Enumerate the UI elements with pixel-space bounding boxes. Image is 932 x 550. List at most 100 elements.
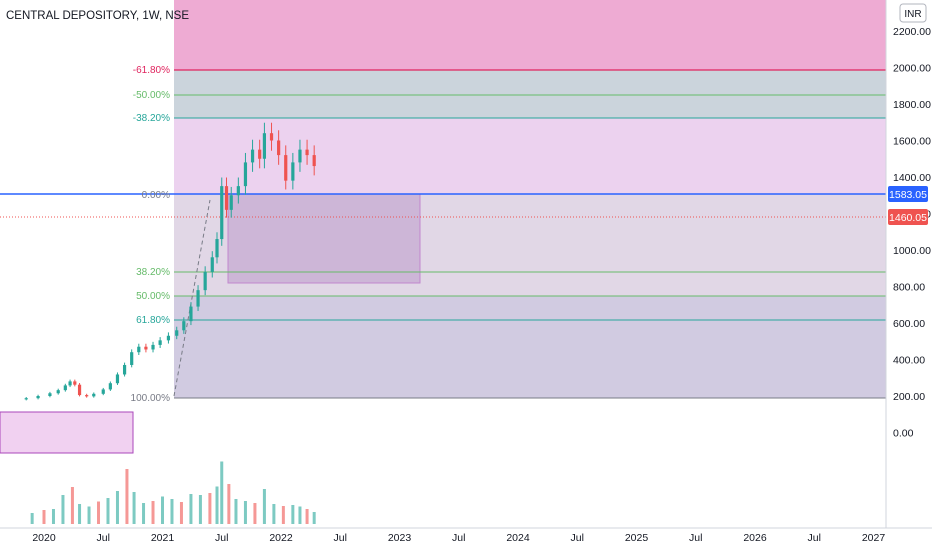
price-tick-label: 400.00 — [893, 355, 925, 367]
candle-body — [108, 383, 112, 390]
volume-bar — [272, 504, 276, 524]
candle-body — [298, 149, 302, 163]
candle-body — [203, 271, 207, 291]
volume-bar — [51, 509, 55, 524]
last-price-tag-box — [888, 209, 928, 225]
volume-bar — [253, 503, 257, 524]
time-tick-label: Jul — [808, 532, 821, 544]
volume-bars — [30, 461, 316, 524]
candle-body — [85, 395, 89, 397]
volume-bar — [161, 496, 164, 524]
time-tick-label: Jul — [215, 532, 228, 544]
volume-bar — [208, 493, 212, 524]
volume-bar — [115, 491, 119, 524]
volume-bar — [42, 510, 46, 524]
candle-body — [236, 186, 240, 196]
time-tick-label: Jul — [571, 532, 584, 544]
time-tick-label: 2021 — [151, 532, 175, 544]
candle-body — [56, 390, 60, 394]
time-tick-label: 2027 — [862, 532, 886, 544]
time-tick-label: 2023 — [388, 532, 412, 544]
candle-body — [262, 133, 267, 159]
candle-body — [144, 346, 148, 350]
candle-body — [312, 155, 316, 167]
candle-body — [224, 186, 229, 210]
last-price-value: 1460.05 — [889, 212, 927, 224]
volume-bar — [312, 512, 316, 524]
extension-zone-mid — [174, 70, 886, 118]
volume-bar — [220, 461, 224, 524]
time-tick-label: Jul — [97, 532, 110, 544]
candle-body — [258, 149, 262, 159]
candle-body — [291, 162, 295, 181]
candle-body — [63, 385, 67, 391]
candle-body — [36, 396, 40, 399]
candle-body — [101, 389, 105, 394]
price-tick-label: 2400.00 — [893, 0, 931, 2]
currency-badge[interactable]: INR — [899, 3, 927, 23]
candle-body — [269, 133, 274, 141]
candle-body — [243, 162, 248, 187]
time-tick-label: 2025 — [625, 532, 649, 544]
volume-bar — [291, 505, 295, 524]
candle-body — [166, 335, 171, 341]
volume-bar — [106, 498, 110, 524]
candle-body — [220, 186, 224, 240]
volume-bar — [198, 495, 202, 524]
candle-body — [151, 344, 155, 350]
volume-bar — [227, 484, 231, 524]
time-tick-label: 2022 — [269, 532, 293, 544]
volume-bar — [234, 499, 238, 524]
volume-bar — [262, 489, 266, 524]
volume-bar — [142, 503, 146, 524]
volume-bar — [30, 513, 34, 524]
volume-bar — [305, 509, 309, 524]
candle-body — [158, 340, 162, 345]
candle-body — [182, 321, 186, 331]
volume-bar — [61, 495, 65, 524]
fib-label-0: 0.00% — [142, 190, 170, 201]
extension-zone-low — [174, 118, 886, 194]
candle-body — [284, 155, 288, 181]
consolidation-box-2020 — [0, 411, 134, 454]
candle-body — [130, 352, 134, 365]
candle-body — [175, 330, 179, 336]
fib-label-ext-38: -38.20% — [133, 113, 170, 124]
fibonacci-lines — [0, 69, 886, 399]
candle-body — [229, 195, 233, 210]
volume-bar — [179, 502, 183, 524]
candle-body — [77, 384, 82, 396]
level-price-tag: 1583.05 — [888, 186, 928, 202]
retracement-zone-blue — [174, 296, 886, 398]
price-tick-label: 200.00 — [893, 391, 925, 403]
price-tick-label: 600.00 — [893, 318, 925, 330]
candle-body — [48, 393, 52, 396]
candle-body — [73, 381, 77, 385]
price-tick-label: 800.00 — [893, 282, 925, 294]
time-tick-label: 2026 — [743, 532, 767, 544]
price-axis-bg — [886, 0, 932, 528]
candle-body — [210, 257, 214, 272]
currency-badge-box[interactable] — [899, 3, 927, 23]
volume-bar — [298, 506, 302, 524]
volume-bar — [125, 469, 129, 524]
time-tick-label: Jul — [689, 532, 702, 544]
price-tick-label: 2200.00 — [893, 26, 931, 38]
price-tick-label: 1000.00 — [893, 245, 931, 257]
volume-bar — [170, 499, 174, 524]
candle-body — [250, 149, 255, 163]
candle-body — [115, 374, 120, 384]
candle-body — [215, 239, 219, 258]
consolidation-box-2021 — [227, 193, 421, 284]
fib-label-100: 100.00% — [131, 393, 171, 404]
fib-label-38: 38.20% — [136, 267, 170, 278]
time-tick-label: 2020 — [32, 532, 56, 544]
time-axis-ticks: 2020 Jul 2021 Jul 2022 Jul 2023 Jul 2024 Jul 2025 J… — [32, 532, 885, 544]
fib-label-61: 61.80% — [136, 315, 170, 326]
fibonacci-labels: -61.80% -50.00% -38.20% 0.00% 38.20% 50.… — [131, 65, 171, 404]
volume-bar — [243, 501, 247, 524]
price-candles — [24, 122, 316, 401]
candle-body — [68, 381, 72, 386]
